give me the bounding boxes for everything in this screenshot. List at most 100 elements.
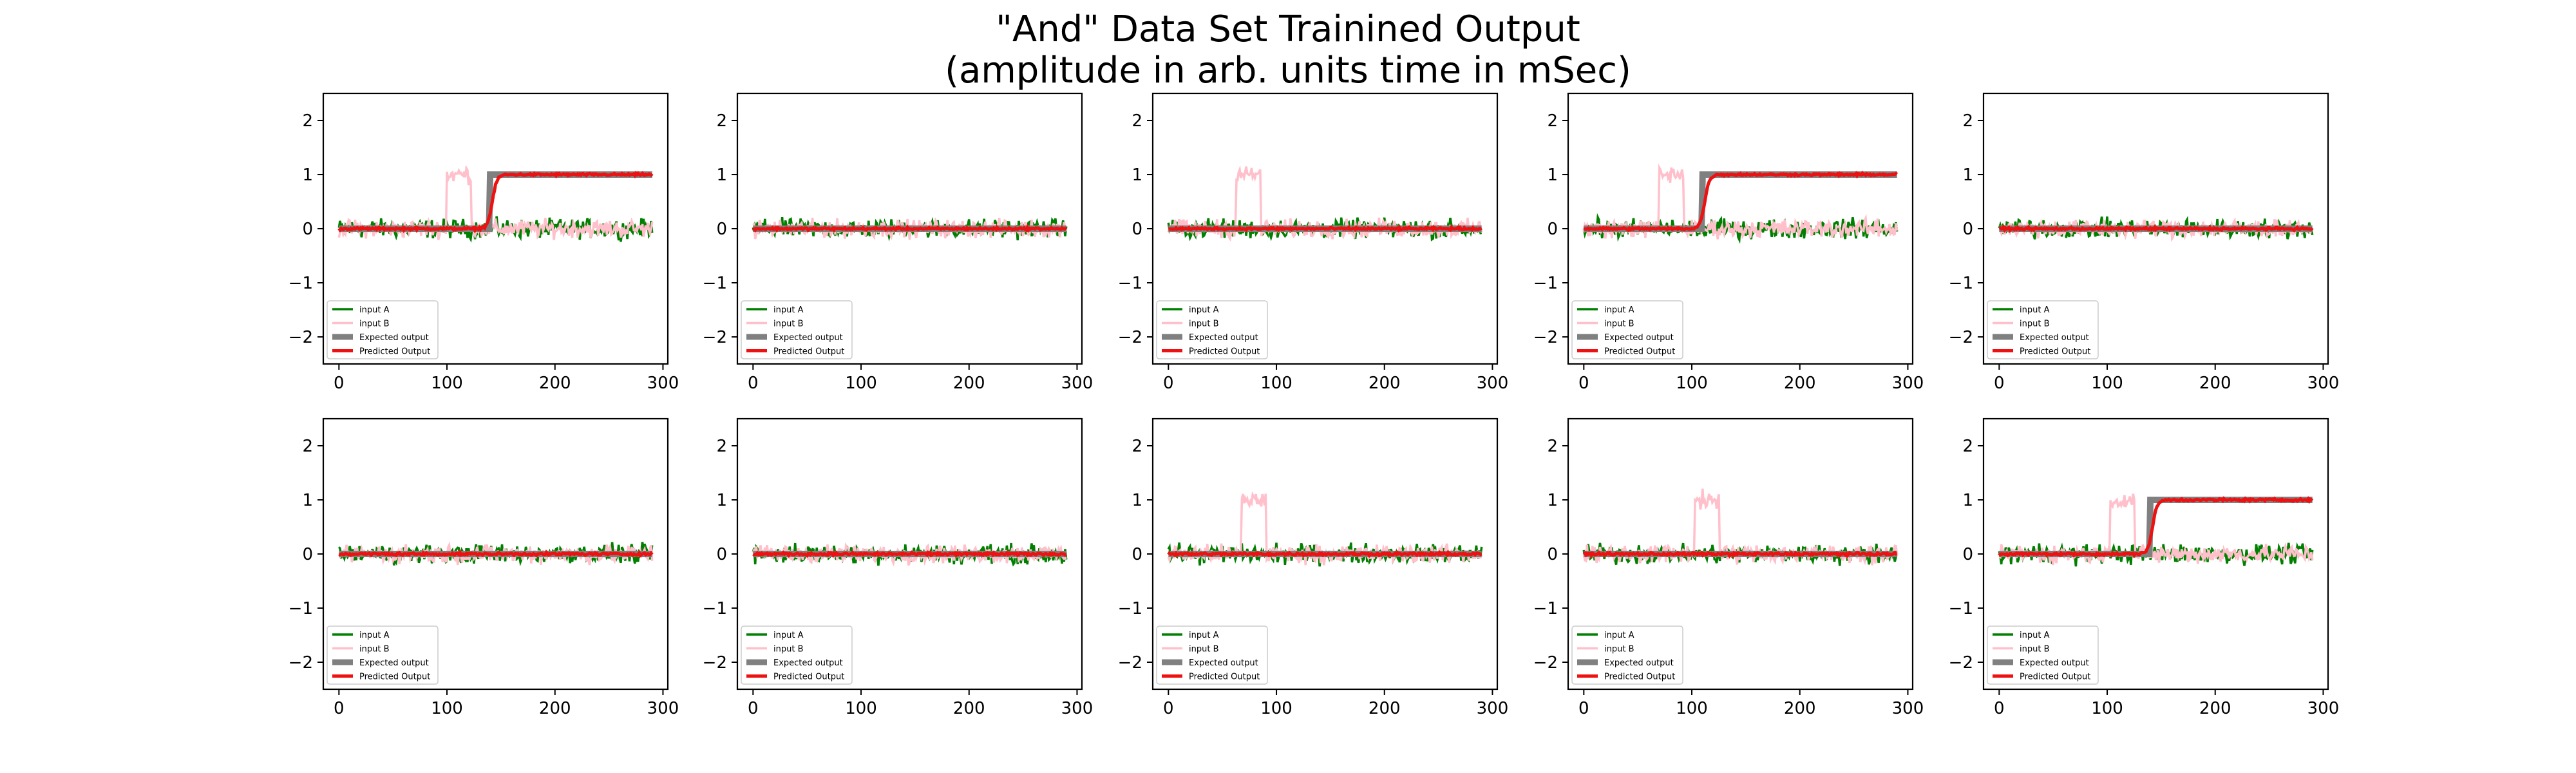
legend-label: input A — [2020, 631, 2050, 640]
y-tick-label: −2 — [289, 328, 313, 347]
legend-label: input B — [773, 645, 804, 654]
series-input-a-line — [1582, 542, 1899, 566]
x-tick-label: 100 — [1260, 699, 1293, 718]
legend-label: Expected output — [2020, 658, 2089, 668]
series-predicted-line — [1998, 495, 2314, 558]
legend-box — [327, 625, 439, 685]
y-tick-label: 0 — [1962, 545, 1973, 564]
subplot-row1-col3: 0 100 200 300 −2 −1 0 1 2 input A input B Expected … — [1118, 92, 1508, 393]
y-tick-label: −2 — [1118, 328, 1142, 347]
x-tick-label: 100 — [845, 699, 877, 718]
series-predicted-line — [1168, 224, 1482, 233]
y-tick-label: 0 — [302, 220, 313, 239]
plot-area — [752, 216, 1068, 242]
plot-area — [1998, 216, 2314, 242]
y-tick-label: 0 — [302, 545, 313, 564]
y-tick-label: 1 — [716, 166, 727, 185]
y-tick-label: 2 — [1962, 437, 1973, 456]
legend-label: input A — [773, 305, 804, 315]
x-tick-label: 0 — [1994, 374, 2005, 393]
legend-label: Expected output — [1604, 333, 1674, 343]
x-tick-label: 300 — [1061, 374, 1094, 393]
legend-label: input B — [359, 645, 390, 654]
plot-area — [337, 541, 654, 567]
x-tick-label: 0 — [748, 699, 759, 718]
legend-label: input A — [359, 305, 390, 315]
series-predicted-line — [1998, 224, 2314, 233]
y-tick-label: 2 — [1132, 437, 1142, 456]
x-tick-label: 100 — [2091, 699, 2123, 718]
x-tick-label: 200 — [539, 374, 571, 393]
series-input-b-line — [1167, 491, 1483, 566]
legend-label: input A — [1189, 305, 1219, 315]
legend-label: Expected output — [1189, 333, 1258, 343]
legend-box — [1571, 300, 1683, 359]
y-tick-label: −1 — [1118, 274, 1142, 293]
subplot-row1-col2: 0 100 200 300 −2 −1 0 1 2 input A input B Expected … — [703, 92, 1094, 393]
subplot-row2-col1: 0 100 200 300 −2 −1 0 1 2 input A input B Expected … — [289, 417, 679, 718]
legend-label: Predicted Output — [773, 673, 844, 682]
plot-area — [1582, 163, 1899, 244]
x-tick-label: 0 — [1994, 699, 2005, 718]
legend-label: Predicted Output — [2020, 673, 2090, 682]
y-tick-label: 2 — [302, 111, 313, 131]
legend-label: Expected output — [773, 658, 843, 668]
legend-label: input B — [773, 320, 804, 329]
legend-box — [1987, 625, 2099, 685]
legend-label: Expected output — [1604, 658, 1674, 668]
legend-label: input B — [359, 320, 390, 329]
plot-area — [1582, 488, 1899, 566]
y-tick-label: 1 — [1962, 491, 1973, 510]
figure-title: "And" Data Set Trainined Output (amplitu… — [0, 9, 2576, 91]
legend: input A input B Expected output Predicted O… — [1571, 300, 1683, 359]
y-tick-label: −2 — [1533, 328, 1558, 347]
y-tick-label: −2 — [1118, 653, 1142, 673]
y-tick-label: 1 — [1547, 491, 1558, 510]
y-tick-label: 1 — [1132, 491, 1142, 510]
legend-label: input B — [1604, 320, 1634, 329]
subplot-row1-col5: 0 100 200 300 −2 −1 0 1 2 input A input B Expected … — [1949, 92, 2339, 393]
series-predicted-line — [338, 548, 654, 558]
x-tick-label: 100 — [431, 699, 463, 718]
subplot-row1-col1: 0 100 200 300 −2 −1 0 1 2 input A input B Expected … — [289, 92, 679, 393]
legend-label: input A — [2020, 305, 2050, 315]
legend-label: input A — [359, 631, 390, 640]
x-tick-label: 200 — [953, 374, 985, 393]
legend: input A input B Expected output Predicted O… — [741, 625, 853, 685]
legend-box — [1156, 300, 1268, 359]
legend-label: input A — [1604, 631, 1634, 640]
y-tick-label: −1 — [703, 599, 727, 618]
x-tick-label: 100 — [2091, 374, 2123, 393]
subplot-row1-col4: 0 100 200 300 −2 −1 0 1 2 input A input B Expected … — [1533, 92, 1924, 393]
legend: input A input B Expected output Predicted O… — [741, 300, 853, 359]
y-tick-label: 0 — [1132, 220, 1142, 239]
series-predicted-line — [1167, 549, 1482, 558]
legend-label: input B — [1189, 645, 1219, 654]
y-tick-label: 2 — [302, 437, 313, 456]
y-tick-label: −1 — [1949, 599, 1973, 618]
legend-box — [1987, 300, 2099, 359]
y-tick-label: −1 — [289, 599, 313, 618]
y-tick-label: −2 — [289, 653, 313, 673]
y-tick-label: −1 — [289, 274, 313, 293]
subplot-row2-col3: 0 100 200 300 −2 −1 0 1 2 input A input B Expected … — [1118, 417, 1509, 718]
legend-label: Expected output — [2020, 333, 2089, 343]
x-tick-label: 300 — [1061, 699, 1094, 718]
y-tick-label: 0 — [1547, 220, 1558, 239]
x-tick-label: 300 — [1477, 699, 1509, 718]
legend-label: Predicted Output — [773, 347, 844, 357]
y-tick-label: 2 — [1962, 111, 1973, 131]
y-tick-label: −1 — [1533, 599, 1558, 618]
series-predicted-line — [337, 170, 654, 234]
legend: input A input B Expected output Predicted O… — [1156, 300, 1268, 359]
x-tick-label: 0 — [1163, 374, 1174, 393]
y-tick-label: −2 — [703, 653, 727, 673]
x-tick-label: 100 — [1260, 374, 1293, 393]
subplot-row2-col4: 0 100 200 300 −2 −1 0 1 2 input A input B Expected … — [1533, 417, 1924, 718]
x-tick-label: 200 — [953, 699, 985, 718]
x-tick-label: 200 — [539, 699, 571, 718]
series-predicted-line — [752, 549, 1067, 558]
y-tick-label: 2 — [716, 437, 727, 456]
legend-label: Expected output — [359, 658, 429, 668]
series-predicted-line — [1583, 170, 1899, 233]
